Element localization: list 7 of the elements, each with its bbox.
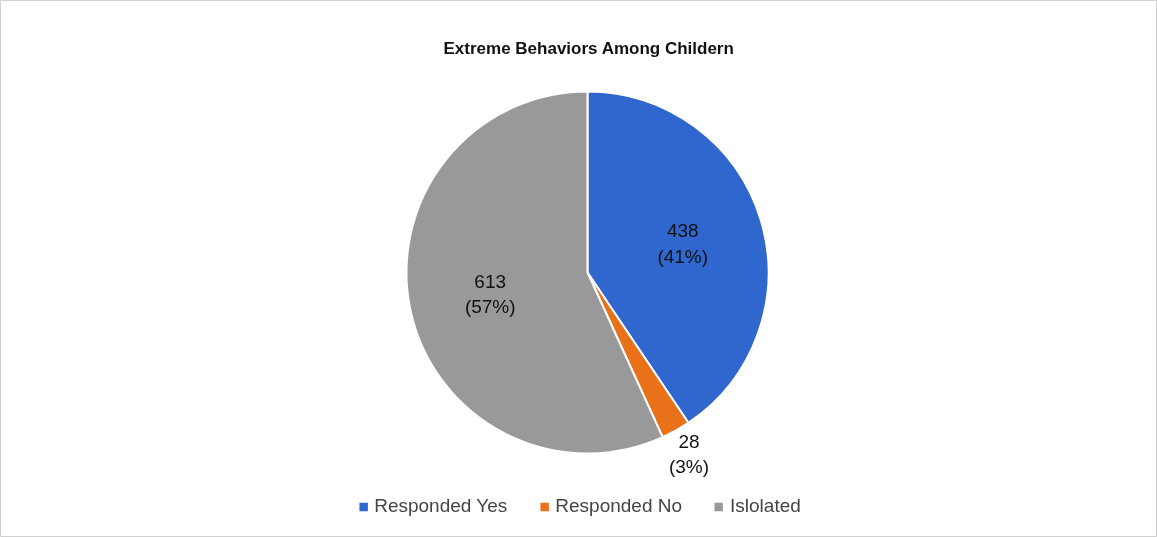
data-label: 28 (3%) bbox=[668, 431, 710, 478]
legend-label: Responded No bbox=[555, 495, 683, 517]
chart-title: Extreme Behaviors Among Childern bbox=[443, 39, 734, 58]
data-label: 438 (41%) bbox=[657, 220, 709, 267]
legend-label: Responded Yes bbox=[374, 495, 508, 517]
legend-label: Islolated bbox=[730, 495, 801, 517]
data-label: 613 (57%) bbox=[464, 270, 516, 317]
